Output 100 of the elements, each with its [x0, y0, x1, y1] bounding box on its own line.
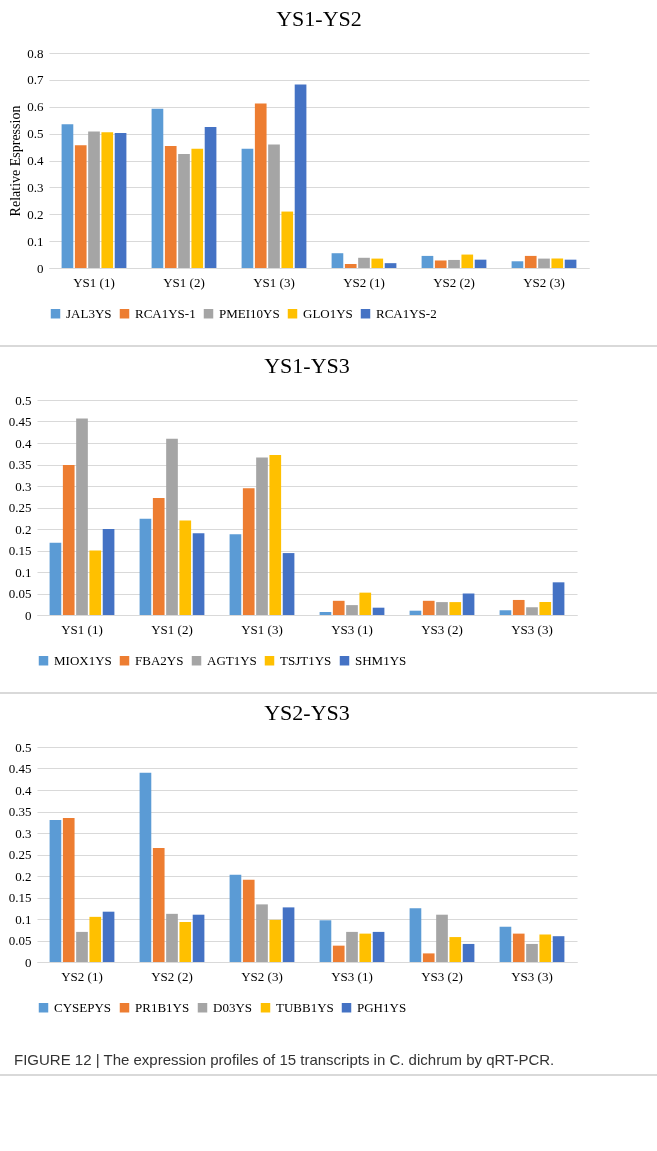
bar — [448, 259, 460, 268]
x-tick-label: YS2 (1) — [343, 274, 385, 290]
bar — [346, 931, 358, 962]
x-tick-label: YS3 (2) — [421, 968, 463, 984]
bar — [422, 953, 435, 962]
bar — [449, 602, 462, 615]
y-tick-label: 0.4 — [27, 153, 44, 168]
legend-label: GLO1YS — [303, 305, 353, 321]
bar — [152, 498, 165, 615]
bar — [434, 260, 447, 268]
bar — [319, 611, 332, 615]
x-tick-label: YS1 (1) — [61, 621, 103, 637]
bar — [49, 542, 62, 615]
bar — [462, 943, 475, 962]
bar — [256, 904, 268, 962]
bar — [539, 602, 552, 615]
chart-title: YS2-YS3 — [264, 700, 350, 725]
y-tick-label: 0.2 — [27, 206, 44, 222]
legend-label: SHM1YS — [355, 652, 407, 668]
x-tick-label: YS2 (2) — [433, 274, 475, 290]
bar — [179, 922, 192, 962]
bar — [359, 592, 372, 615]
bar — [254, 103, 267, 268]
bar — [358, 257, 370, 268]
bar — [282, 553, 295, 615]
y-tick-label: 0.25 — [8, 500, 32, 515]
bar — [192, 533, 205, 615]
x-tick-label: YS1 (3) — [253, 274, 295, 290]
y-tick-label: 0.8 — [27, 45, 44, 61]
y-tick-label: 0.4 — [15, 435, 32, 451]
y-tick-label: 0.45 — [8, 414, 32, 429]
bar — [499, 926, 512, 962]
y-tick-label: 0.5 — [27, 126, 44, 142]
bar — [89, 916, 102, 962]
bar — [512, 599, 525, 615]
bar — [359, 933, 372, 962]
x-tick-label: YS1 (2) — [163, 274, 205, 290]
bar — [564, 259, 577, 268]
bar — [166, 913, 178, 962]
y-tick-label: 0.15 — [8, 890, 32, 905]
bar — [74, 145, 87, 268]
x-tick-label: YS1 (1) — [73, 274, 115, 290]
bar — [89, 550, 102, 615]
bar — [346, 605, 358, 615]
y-tick-label: 0.6 — [27, 99, 44, 115]
bar — [384, 263, 397, 268]
bar — [76, 931, 88, 962]
bar — [229, 874, 242, 962]
bar — [76, 418, 88, 615]
bar — [474, 259, 487, 268]
y-tick-label: 0.05 — [8, 586, 32, 601]
bar — [461, 254, 474, 268]
x-tick-label: YS2 (3) — [523, 274, 565, 290]
bar — [62, 464, 75, 615]
bar — [268, 144, 280, 268]
bar — [332, 945, 345, 962]
x-tick-label: YS1 (3) — [241, 621, 283, 637]
bar — [511, 261, 524, 268]
bar — [151, 108, 164, 268]
x-tick-label: YS2 (1) — [61, 968, 103, 984]
y-tick-label: 0 — [37, 260, 44, 276]
bar — [191, 148, 204, 268]
bar — [462, 593, 475, 615]
legend-label: PR1B1YS — [135, 999, 190, 1015]
bar — [101, 132, 114, 268]
bar — [344, 263, 357, 268]
bar — [436, 602, 448, 615]
legend-label: TSJT1YS — [280, 652, 332, 668]
legend-label: MIOX1YS — [54, 652, 112, 668]
bar — [371, 258, 384, 268]
bar — [242, 879, 255, 962]
y-tick-label: 0.45 — [8, 761, 32, 776]
bar — [178, 154, 190, 268]
x-tick-label: YS2 (2) — [151, 968, 193, 984]
bar — [421, 255, 434, 268]
legend-label: TUBB1YS — [276, 999, 334, 1015]
y-axis-title: Relative Espression — [8, 105, 24, 217]
x-tick-label: YS2 (3) — [241, 968, 283, 984]
x-tick-label: YS3 (2) — [421, 621, 463, 637]
y-tick-label: 0.2 — [15, 521, 32, 537]
bar — [49, 820, 62, 962]
x-tick-label: YS3 (3) — [511, 968, 553, 984]
bar — [139, 518, 152, 615]
y-tick-label: 0.3 — [15, 478, 32, 494]
y-tick-label: 0.2 — [15, 868, 32, 884]
bar — [281, 211, 294, 268]
legend-label: CYSEPYS — [54, 999, 112, 1015]
bar — [372, 931, 385, 962]
bar — [61, 124, 74, 268]
y-tick-label: 0.25 — [8, 847, 32, 862]
y-tick-label: 0.3 — [15, 825, 32, 841]
y-tick-label: 0.1 — [15, 564, 32, 580]
bar — [102, 529, 115, 615]
bar — [114, 133, 127, 268]
bar — [164, 145, 177, 268]
bar — [229, 534, 242, 615]
bar — [331, 253, 344, 268]
bar — [526, 943, 538, 962]
legend-label: RCA1YS-1 — [135, 305, 196, 321]
y-tick-label: 0.1 — [15, 911, 32, 927]
